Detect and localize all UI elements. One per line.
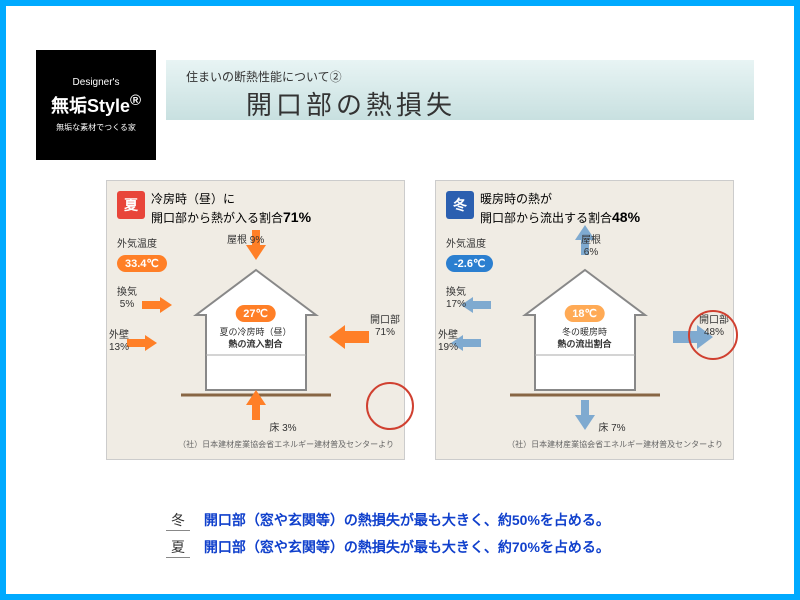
winter-header: 冬 暖房時の熱が 開口部から流出する割合48% bbox=[446, 191, 723, 227]
diagram-row: 夏 冷房時（昼）に 開口部から熱が入る割合71% 外気温度 33.4℃ 27℃ … bbox=[106, 180, 734, 460]
brand-logo: Designer's 無垢Style® 無垢な素材でつくる家 bbox=[36, 50, 156, 160]
floor-label: 床 7% bbox=[598, 423, 625, 435]
summer-header: 夏 冷房時（昼）に 開口部から熱が入る割合71% bbox=[117, 191, 394, 227]
highlight-circle bbox=[366, 382, 414, 430]
note-season-winter: 冬 bbox=[166, 510, 190, 531]
summer-badge: 夏 bbox=[117, 191, 145, 219]
summer-panel: 夏 冷房時（昼）に 開口部から熱が入る割合71% 外気温度 33.4℃ 27℃ … bbox=[106, 180, 405, 460]
logo-sub: 無垢な素材でつくる家 bbox=[56, 122, 136, 133]
summer-title: 冷房時（昼）に 開口部から熱が入る割合71% bbox=[151, 191, 311, 227]
vent-label: 換気17% bbox=[446, 287, 466, 311]
winter-out-label: 外気温度 bbox=[446, 239, 486, 251]
summer-in-temp: 27℃ bbox=[235, 305, 276, 322]
winter-in-temp: 18℃ bbox=[564, 305, 605, 322]
credit: （社）日本建材産業協会省エネルギー建材普及センターより bbox=[117, 439, 394, 450]
slide-frame: Designer's 無垢Style® 無垢な素材でつくる家 住まいの断熱性能に… bbox=[0, 0, 800, 600]
arrow-in-icon bbox=[127, 335, 157, 351]
title-band: 住まいの断熱性能について② 開口部の熱損失 bbox=[166, 60, 754, 120]
arrow-in-icon bbox=[246, 390, 266, 420]
wall-label: 外壁19% bbox=[438, 330, 458, 354]
top-border bbox=[6, 0, 794, 6]
page-title: 開口部の熱損失 bbox=[246, 85, 734, 122]
note-season-summer: 夏 bbox=[166, 537, 190, 558]
winter-center: 冬の暖房時熱の流出割合 bbox=[545, 327, 625, 350]
winter-out-temp: -2.6℃ bbox=[446, 255, 493, 272]
subtitle: 住まいの断熱性能について② bbox=[186, 68, 734, 85]
winter-badge: 冬 bbox=[446, 191, 474, 219]
notes: 冬 開口部（窓や玄関等）の熱損失が最も大きく、約50%を占める。 夏 開口部（窓… bbox=[166, 504, 754, 564]
summer-out-temp: 33.4℃ bbox=[117, 255, 167, 272]
opening-label: 開口部71% bbox=[370, 315, 400, 339]
arrow-in-icon bbox=[329, 325, 369, 349]
winter-house-area: 外気温度 -2.6℃ 18℃ 冬の暖房時熱の流出割合 屋根6% 換気17% 外壁… bbox=[446, 235, 723, 435]
note-text-winter: 開口部（窓や玄関等）の熱損失が最も大きく、約50%を占める。 bbox=[204, 512, 610, 528]
roof-label: 屋根 9% bbox=[227, 235, 264, 247]
note-text-summer: 開口部（窓や玄関等）の熱損失が最も大きく、約70%を占める。 bbox=[204, 539, 610, 555]
wall-label: 外壁13% bbox=[109, 330, 129, 354]
logo-top: Designer's bbox=[73, 77, 120, 88]
summer-house-area: 外気温度 33.4℃ 27℃ 夏の冷房時（昼）熱の流入割合 屋根 9% 換気5%… bbox=[117, 235, 394, 435]
winter-title: 暖房時の熱が 開口部から流出する割合48% bbox=[480, 191, 640, 227]
arrow-in-icon bbox=[142, 297, 172, 313]
roof-label: 屋根6% bbox=[581, 235, 601, 259]
credit: （社）日本建材産業協会省エネルギー建材普及センターより bbox=[446, 439, 723, 450]
vent-label: 換気5% bbox=[117, 287, 137, 311]
note-winter: 冬 開口部（窓や玄関等）の熱損失が最も大きく、約50%を占める。 bbox=[166, 510, 754, 531]
winter-panel: 冬 暖房時の熱が 開口部から流出する割合48% 外気温度 -2.6℃ 18℃ 冬… bbox=[435, 180, 734, 460]
highlight-circle bbox=[688, 310, 738, 360]
summer-out-label: 外気温度 bbox=[117, 239, 157, 251]
summer-center: 夏の冷房時（昼）熱の流入割合 bbox=[211, 327, 301, 350]
note-summer: 夏 開口部（窓や玄関等）の熱損失が最も大きく、約70%を占める。 bbox=[166, 537, 754, 558]
arrow-out-icon bbox=[575, 400, 595, 430]
floor-label: 床 3% bbox=[269, 423, 296, 435]
logo-main: 無垢Style® bbox=[51, 92, 141, 118]
